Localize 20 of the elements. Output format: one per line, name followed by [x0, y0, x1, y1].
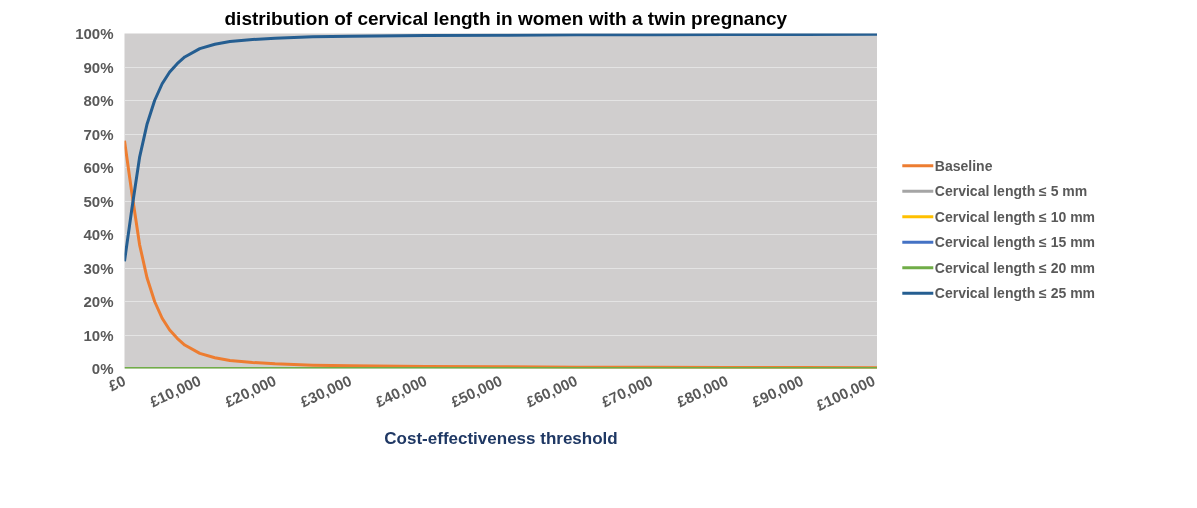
line-series [124, 33, 877, 263]
legend-label: Cervical length ≤ 10 mm [934, 208, 1096, 225]
legend-label: Cervical length ≤ 20 mm [934, 259, 1096, 276]
y-tick-label: 30% [83, 259, 114, 277]
legend-label: Cervical length ≤ 5 mm [934, 183, 1088, 200]
y-tick-label: 0% [91, 360, 114, 377]
legend-label: Baseline [934, 157, 993, 174]
y-tick-label: 50% [83, 192, 114, 210]
legend-label: Cervical length ≤ 25 mm [934, 285, 1096, 302]
y-tick-label: 60% [83, 159, 114, 176]
x-axis-title: Cost-effectiveness threshold [384, 429, 618, 449]
y-tick-label: 80% [83, 92, 114, 109]
chart-title: distribution of cervical length in women with a twin pregnancy [224, 7, 788, 29]
legend-label: Cervical length ≤ 15 mm [934, 234, 1096, 251]
y-tick-label: 40% [83, 226, 114, 243]
y-tick-label: 20% [83, 293, 114, 310]
y-tick-label: 10% [83, 326, 114, 344]
y-tick-label: 70% [83, 125, 114, 143]
y-tick-label: 90% [83, 58, 114, 76]
y-tick-label: 100% [75, 25, 114, 42]
